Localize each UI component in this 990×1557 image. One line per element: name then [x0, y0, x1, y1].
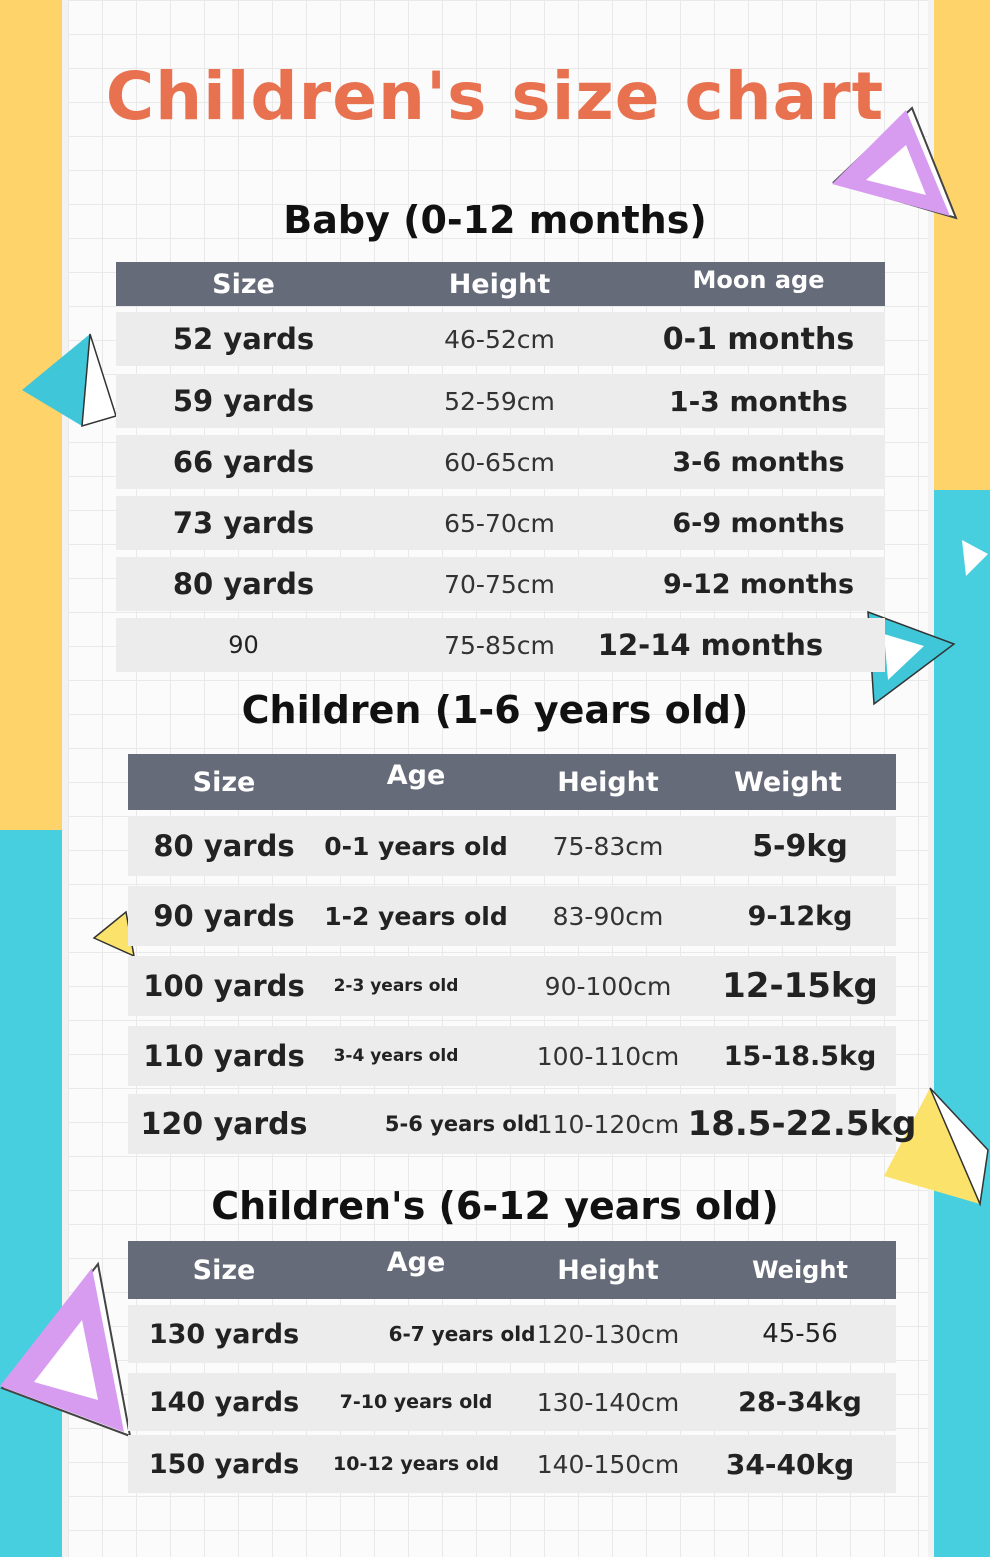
age-cell: 10-12 years old — [333, 1453, 499, 1475]
height-cell: 90-100cm — [544, 971, 672, 1001]
table-row: 66 yards 60-65cm 3-6 months — [116, 435, 885, 489]
purple-triangle-decoration — [832, 106, 958, 220]
sheet-edge-left — [62, 0, 68, 1557]
size-cell: 100 yards — [143, 969, 305, 1003]
purple-large-triangle-decoration — [0, 1261, 132, 1438]
height-cell: 100-110cm — [536, 1041, 680, 1071]
older-children-size-table: Size Age Height Weight 130 yards 6-7 year… — [128, 1241, 896, 1497]
height-cell: 110-120cm — [536, 1109, 680, 1139]
age-cell: 0-1 years old — [324, 831, 508, 861]
blue-prism-decoration — [22, 333, 117, 428]
weight-cell: 5-9kg — [752, 828, 848, 864]
table-row: 150 yards 10-12 years old 140-150cm 34-40kg — [128, 1435, 896, 1493]
weight-cell: 34-40kg — [725, 1447, 855, 1481]
size-cell: 120 yards — [140, 1106, 308, 1142]
height-cell: 75-85cm — [444, 630, 555, 660]
size-cell: 52 yards — [172, 322, 315, 356]
moon-age-cell: 6-9 months — [672, 507, 845, 539]
table-row: 80 yards 0-1 years old 75-83cm 5-9kg — [128, 816, 896, 876]
header-moon-age: Moon age — [692, 266, 825, 294]
header-weight: Weight — [752, 1256, 848, 1284]
white-arrow-icon — [962, 540, 988, 576]
header-age: Age — [386, 760, 446, 791]
table-row: 59 yards 52-59cm 1-3 months — [116, 374, 885, 428]
children-section-heading: Children (1-6 years old) — [241, 688, 749, 732]
size-cell: 140 yards — [148, 1386, 300, 1418]
header-size: Size — [212, 268, 275, 300]
age-cell: 1-2 years old — [324, 901, 508, 931]
page-title: Children's size chart — [105, 58, 885, 135]
size-cell: 73 yards — [172, 506, 315, 540]
left-blue-panel — [0, 830, 64, 1557]
table-row: 80 yards 70-75cm 9-12 months — [116, 557, 885, 611]
yellow-prism-decoration — [884, 1087, 989, 1207]
moon-age-cell: 3-6 months — [672, 446, 845, 478]
height-cell: 70-75cm — [444, 569, 555, 599]
height-cell: 65-70cm — [444, 508, 555, 538]
size-cell: 130 yards — [148, 1318, 300, 1350]
table-row: 90 75-85cm 12-14 months — [116, 618, 885, 672]
header-weight: Weight — [734, 766, 842, 798]
height-cell: 46-52cm — [444, 324, 555, 354]
header-height: Height — [557, 766, 659, 798]
sheet-edge-right — [928, 0, 934, 1557]
table-row: 73 yards 65-70cm 6-9 months — [116, 496, 885, 550]
baby-size-table: Size Height Moon age 52 yards 46-52cm 0-1 … — [116, 262, 885, 674]
age-cell: 6-7 years old — [388, 1322, 536, 1346]
weight-cell: 15-18.5kg — [723, 1040, 877, 1072]
height-cell: 83-90cm — [552, 901, 664, 931]
size-cell: 66 yards — [172, 445, 315, 479]
size-cell: 80 yards — [172, 567, 315, 601]
moon-age-cell: 1-3 months — [669, 384, 848, 418]
children-size-table: Size Age Height Weight 80 yards 0-1 years… — [128, 754, 917, 1154]
height-cell: 52-59cm — [444, 386, 555, 416]
right-blue-panel — [932, 490, 990, 1557]
age-cell: 5-6 years old — [384, 1112, 540, 1136]
baby-table-header: Size Height Moon age — [116, 262, 885, 306]
header-size: Size — [192, 766, 256, 798]
weight-cell: 9-12kg — [747, 900, 853, 932]
header-height: Height — [557, 1254, 659, 1286]
height-cell: 140-150cm — [536, 1449, 680, 1479]
table-row: 140 yards 7-10 years old 130-140cm 28-34kg — [128, 1373, 896, 1431]
weight-cell: 18.5-22.5kg — [687, 1104, 917, 1144]
moon-age-cell: 9-12 months — [662, 568, 855, 600]
table-row: 52 yards 46-52cm 0-1 months — [116, 312, 885, 366]
height-cell: 130-140cm — [536, 1387, 680, 1417]
header-age: Age — [386, 1247, 446, 1278]
age-cell: 7-10 years old — [339, 1391, 493, 1413]
height-cell: 120-130cm — [536, 1319, 680, 1349]
height-cell: 75-83cm — [552, 831, 664, 861]
baby-section-heading: Baby (0-12 months) — [283, 198, 707, 242]
weight-cell: 28-34kg — [738, 1386, 862, 1418]
table-row: 100 yards 2-3 years old 90-100cm 12-15kg — [128, 956, 896, 1016]
size-cell: 90 — [228, 631, 259, 659]
header-height: Height — [448, 268, 551, 300]
size-cell: 90 yards — [153, 899, 295, 933]
size-cell: 150 yards — [148, 1448, 300, 1480]
weight-cell: 12-15kg — [722, 966, 878, 1006]
older-children-table-header: Size Age Height Weight — [128, 1241, 896, 1299]
moon-age-cell: 12-14 months — [597, 628, 824, 662]
size-cell: 80 yards — [153, 829, 295, 863]
weight-cell: 45-56 — [762, 1319, 838, 1349]
table-row: 110 yards 3-4 years old 100-110cm 15-18.5kg — [128, 1026, 896, 1086]
children-table-header: Size Age Height Weight — [128, 754, 896, 810]
table-row: 90 yards 1-2 years old 83-90cm 9-12kg — [128, 886, 896, 946]
age-cell: 2-3 years old — [333, 976, 459, 996]
table-row: 120 yards 5-6 years old 110-120cm 18.5-22.5… — [128, 1094, 917, 1154]
size-cell: 110 yards — [143, 1039, 305, 1073]
height-cell: 60-65cm — [444, 447, 555, 477]
size-cell: 59 yards — [172, 384, 315, 418]
moon-age-cell: 0-1 months — [662, 321, 855, 357]
table-row: 130 yards 6-7 years old 120-130cm 45-56 — [128, 1305, 896, 1363]
older-children-section-heading: Children's (6-12 years old) — [211, 1184, 779, 1228]
header-size: Size — [192, 1254, 256, 1286]
age-cell: 3-4 years old — [333, 1046, 459, 1066]
